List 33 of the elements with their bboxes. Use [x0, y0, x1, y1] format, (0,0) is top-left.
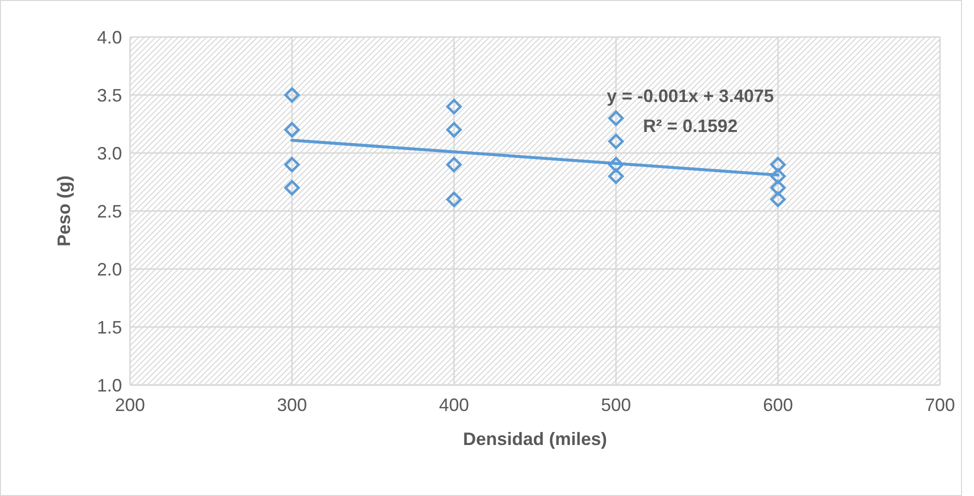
x-tick-label: 700 [924, 395, 956, 415]
x-tick-label: 400 [438, 395, 470, 415]
point [770, 192, 786, 208]
point [608, 134, 624, 150]
point [284, 180, 300, 196]
x-tick-label: 500 [600, 395, 632, 415]
y-tick-label: 3.0 [96, 143, 122, 164]
point [284, 87, 300, 103]
point [284, 156, 300, 172]
point [446, 98, 462, 114]
point [608, 156, 624, 172]
point [446, 192, 462, 208]
y-tick-label: 1.5 [96, 317, 122, 338]
point [770, 180, 786, 196]
point [284, 122, 300, 138]
x-tick-label: 200 [114, 395, 146, 415]
point [446, 122, 462, 138]
annotation: y = -0.001x + 3.4075 [606, 86, 774, 106]
x-axis-title: Densidad (miles) [462, 429, 608, 449]
annotation: R² = 0.1592 [643, 116, 738, 136]
point [446, 156, 462, 172]
point [608, 110, 624, 126]
y-axis-title: Peso (g) [54, 175, 74, 247]
x-tick-label: 300 [276, 395, 308, 415]
y-tick-label: 2.0 [96, 259, 122, 280]
x-tick-label: 600 [762, 395, 794, 415]
y-tick-label: 4.0 [96, 27, 122, 48]
y-tick-label: 1.0 [96, 375, 122, 396]
point [608, 168, 624, 184]
point [770, 168, 786, 184]
point [770, 156, 786, 172]
y-tick-label: 3.5 [96, 85, 122, 106]
y-tick-label: 2.5 [96, 201, 122, 222]
